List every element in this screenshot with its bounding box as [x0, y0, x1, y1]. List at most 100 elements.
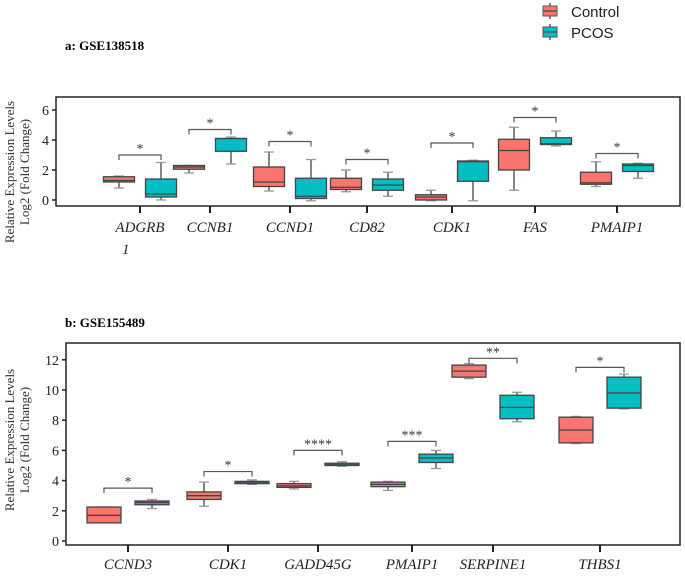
box-pcos: [456, 159, 490, 202]
box-pcos: [606, 373, 642, 410]
significance-label: *: [125, 475, 132, 490]
box-iqr: [497, 138, 531, 171]
box-iqr: [579, 171, 613, 185]
panel-a-ylabel-line2: Log2 (Fold Change): [17, 119, 32, 225]
x-tick-label: CCND3: [104, 557, 152, 573]
box-control: [276, 480, 312, 490]
panel-b-ylabel-line2: Log2 (Fold Change): [17, 387, 32, 493]
y-tick-label: 6: [42, 104, 49, 119]
y-tick-label: 12: [45, 354, 59, 369]
significance-bracket: [468, 357, 518, 364]
x-tick-label: FAS: [522, 220, 547, 236]
x-tick-label: GADD45G: [284, 557, 352, 573]
panel-b-ylabel-line1: Relative Expression Levels: [2, 369, 17, 511]
box-iqr: [621, 163, 655, 173]
y-tick-label: 4: [52, 475, 59, 490]
box-control: [370, 480, 406, 492]
significance-bracket: [595, 152, 639, 159]
legend-pcos-icon: [542, 24, 558, 40]
significance-label: ****: [304, 437, 332, 452]
significance-bracket: [513, 116, 557, 123]
box-iqr: [539, 137, 573, 146]
significance-bracket: [575, 366, 625, 373]
box-control: [497, 126, 531, 191]
y-tick-label: 4: [42, 134, 49, 149]
panel-a-ylabel-line1: Relative Expression Levels: [2, 101, 17, 243]
significance-label: *: [449, 130, 456, 145]
box-pcos: [144, 161, 178, 201]
significance-label: *: [364, 147, 371, 162]
plot-frame: [65, 342, 681, 546]
x-tick-label: PMAIP1: [590, 220, 643, 236]
significance-bracket: [430, 142, 474, 148]
x-tick-label: CDK1: [433, 220, 471, 236]
significance-label: *: [225, 459, 232, 474]
box-iqr: [456, 160, 490, 182]
box-pcos: [371, 171, 405, 197]
significance-label: *: [614, 141, 621, 156]
box-control: [186, 481, 222, 507]
significance-label: *: [597, 354, 604, 369]
box-control: [579, 161, 613, 188]
y-tick-label: 2: [42, 164, 49, 179]
box-pcos: [418, 449, 454, 470]
x-tick-label: CDK1: [209, 557, 247, 573]
panel-b-title: b: GSE155489: [65, 315, 145, 330]
box-iqr: [214, 137, 248, 152]
significance-bracket: [387, 440, 437, 447]
box-pcos: [214, 136, 248, 165]
box-pcos: [539, 130, 573, 147]
x-tick-label: THBS1: [578, 557, 621, 573]
significance-bracket: [188, 128, 232, 135]
x-tick-label: ADGRB: [114, 220, 164, 236]
box-control: [172, 164, 206, 174]
legend-pcos-label: PCOS: [571, 25, 614, 42]
box-iqr: [329, 177, 363, 191]
box-iqr: [102, 176, 136, 183]
box-pcos: [234, 479, 270, 486]
significance-bracket: [103, 487, 153, 494]
panel-a-plot: 0 2 4 6 ADGRB 1 * CCNB1 * CCND1 * CD82 * CDK1 * FAS * PMA…: [42, 96, 681, 258]
significance-bracket: [293, 449, 343, 456]
y-tick-label: 2: [52, 505, 59, 520]
box-pcos: [324, 461, 360, 467]
x-tick-label: CCND1: [266, 220, 314, 236]
panel-a-title: a: GSE138518: [65, 38, 145, 53]
legend: Control PCOS: [542, 3, 619, 42]
x-tick-label: CD82: [349, 220, 385, 236]
y-tick-label: 8: [52, 414, 59, 429]
x-tick-label: PMAIP1: [385, 557, 438, 573]
significance-bracket: [345, 158, 389, 165]
box-iqr: [294, 177, 328, 200]
x-tick-label: SERPINE1: [460, 557, 527, 573]
box-control: [86, 506, 122, 524]
y-tick-label: 6: [52, 444, 59, 459]
significance-label: *: [207, 117, 214, 132]
significance-bracket: [268, 140, 312, 147]
legend-control-icon: [542, 3, 558, 19]
significance-bracket: [203, 470, 253, 477]
significance-bracket: [118, 154, 162, 160]
box-pcos: [134, 498, 170, 510]
significance-label: *: [532, 105, 539, 120]
significance-label: ***: [402, 428, 423, 443]
box-control: [558, 415, 594, 445]
box-control: [252, 151, 286, 192]
y-tick-label: 0: [42, 194, 49, 209]
y-tick-label: 10: [45, 384, 59, 399]
x-tick-label: 1: [122, 242, 130, 258]
significance-label: *: [287, 129, 294, 144]
box-control: [451, 362, 487, 380]
box-iqr: [144, 178, 178, 198]
box-control: [329, 169, 363, 193]
box-iqr: [252, 166, 286, 188]
panel-b-plot: 024681012CCND3*CDK1*GADD45G****PMAIP1***…: [45, 342, 681, 573]
box-control: [102, 175, 136, 189]
x-tick-label: CCNB1: [187, 220, 234, 236]
box-pcos: [294, 158, 328, 202]
legend-control-label: Control: [571, 4, 619, 21]
box-pcos: [621, 162, 655, 179]
significance-label: *: [137, 142, 144, 157]
significance-label: **: [486, 345, 500, 360]
